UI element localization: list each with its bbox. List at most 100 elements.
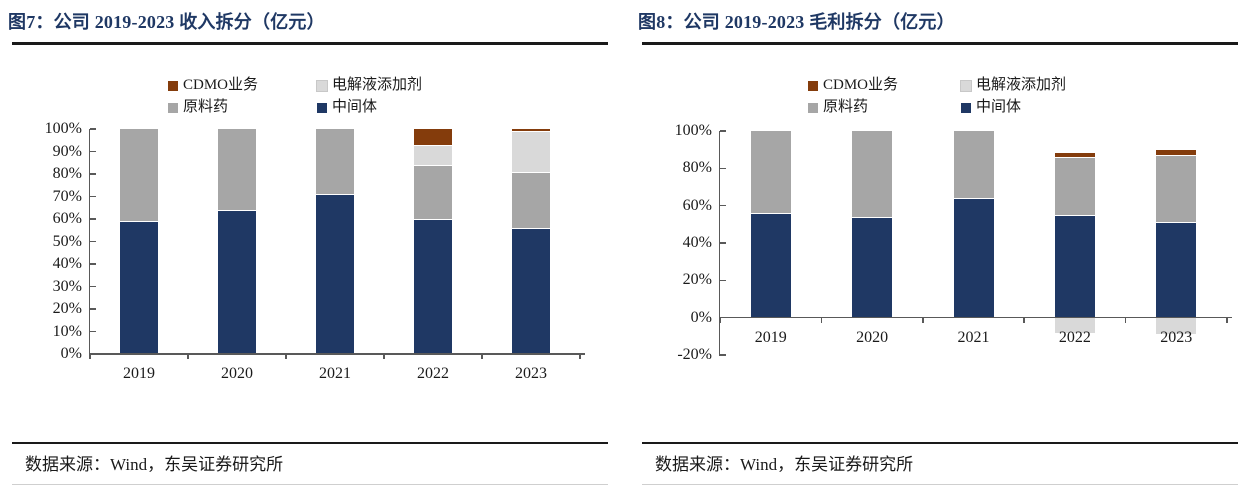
y-tick-label: -20% [677,346,712,363]
x-tick-mark [1226,317,1228,323]
x-tick-mark [187,354,189,359]
y-tick-mark [90,128,96,130]
y-tick-label: 60% [52,210,82,227]
x-axis-label: 2019 [754,329,787,346]
y-tick-label: 50% [52,232,82,250]
source-divider [12,442,608,444]
x-tick-mark [820,317,823,323]
x-axis-label: 2023 [1160,329,1193,346]
bar-segment-原料药 [316,129,354,195]
bar-segment-电解液添加剂 [414,144,452,165]
y-tick-mark [720,130,726,132]
x-tick-mark [89,354,91,359]
x-axis-label: 2020 [856,329,889,346]
legend: CDMO业务 电解液添加剂原料药 中间体 [808,76,1066,117]
legend-item: 电解液添加剂 [316,76,423,95]
bar-segment-原料药 [512,171,550,228]
bar-segment-原料药 [953,131,994,199]
y-tick-label: 40% [682,234,712,251]
legend-swatch-电解液添加剂 [960,79,972,92]
bar-segment-原料药 [218,129,256,210]
x-tick-mark [579,354,581,359]
x-axis-label: 2021 [957,329,990,346]
legend-swatch-中间体 [961,102,971,113]
legend-label: CDMO业务 [183,77,259,93]
legend-label: 原料药 [823,99,869,115]
y-tick-label: 0% [60,345,82,362]
bar-segment-中间体 [414,219,452,354]
bar-segment-原料药 [750,131,791,214]
legend-swatch-电解液添加剂 [316,79,328,92]
y-tick-label: 70% [52,187,82,205]
legend-label: 原料药 [183,99,229,115]
x-axis-label: 2023 [515,365,547,382]
legend-swatch-原料药 [168,102,178,113]
bar-segment-CDMO业务 [512,129,550,132]
y-tick-mark [720,204,726,207]
legend-label: 电解液添加剂 [332,77,423,93]
title-divider [642,42,1238,45]
bar-segment-中间体 [1054,215,1095,318]
y-tick-mark [90,285,96,288]
bar-segment-中间体 [120,221,158,354]
bar-segment-中间体 [512,228,550,354]
legend-item: CDMO业务 [168,76,317,95]
x-tick-mark [285,354,287,359]
legend-label: 电解液添加剂 [976,77,1067,93]
figure-title: 图8：公司 2019-2023 毛利拆分（亿元） [638,12,955,32]
x-axis-label: 2019 [123,365,155,382]
bar-segment-电解液添加剂 [1156,317,1197,335]
source-note: 数据来源：Wind，东吴证券研究所 [655,455,914,474]
y-tick-mark [720,167,726,170]
y-tick-mark [720,279,726,282]
bar-segment-原料药 [120,129,158,222]
y-tick-mark [90,240,96,243]
bar-segment-中间体 [1156,222,1197,318]
y-tick-label: 80% [52,165,82,182]
x-tick-mark [1023,317,1025,323]
y-tick-mark [90,263,96,265]
figure-panel-revenue: 图7：公司 2019-2023 收入拆分（亿元） 0% 10% 20% 30% 40% 5… [0,12,630,485]
legend-item: 原料药 [168,98,317,117]
y-tick-mark [90,150,96,153]
y-tick-label: 60% [682,196,712,214]
y-tick-mark [90,195,96,198]
bar-segment-中间体 [750,213,791,318]
bar-segment-中间体 [852,216,893,318]
x-axis-label: 2020 [221,365,253,382]
gross-profit-stacked-bar-chart: -20% 0% 20% 40% 60% 80% 100% 2019 2020 2021 2022 20… [630,46,1260,442]
bar-segment-电解液添加剂 [512,131,550,172]
x-tick-mark [383,354,385,359]
y-tick-label: 40% [52,255,82,272]
y-tick-label: 100% [674,122,712,139]
x-tick-mark [481,354,483,359]
figure-panel-gross-profit: 图8：公司 2019-2023 毛利拆分（亿元） -20% 0% 20% 40% 60%… [630,0,1260,487]
y-tick-mark [90,330,96,333]
legend-label: 中间体 [332,99,378,115]
y-tick-mark [720,354,726,356]
revenue-stacked-bar-chart: 0% 10% 20% 30% 40% 50% 60% 70% 80% 90% 100% 2019 202… [0,46,630,442]
bar-segment-中间体 [218,210,256,354]
y-tick-mark [720,242,726,244]
legend-swatch-CDMO业务 [168,80,178,91]
bar-segment-中间体 [953,198,994,318]
y-tick-label: 0% [690,308,712,326]
x-axis-label: 2022 [1058,329,1091,346]
bar-segment-电解液添加剂 [1054,317,1095,333]
x-tick-mark [719,317,721,323]
y-tick-mark [90,218,96,220]
bar-segment-CDMO业务 [1156,149,1197,156]
legend-swatch-CDMO业务 [808,80,818,91]
x-axis-label: 2022 [417,365,449,382]
bar-segment-原料药 [1156,155,1197,223]
legend-swatch-中间体 [317,102,327,113]
legend-item: 中间体 [961,98,1066,117]
bar-segment-CDMO业务 [414,129,452,145]
panel-bottom-border [12,484,608,485]
legend-item: CDMO业务 [808,76,961,95]
y-tick-label: 100% [44,120,82,137]
y-tick-label: 80% [682,159,712,177]
title-divider [12,42,608,45]
legend-item: 电解液添加剂 [960,76,1067,95]
y-tick-label: 20% [52,300,82,317]
